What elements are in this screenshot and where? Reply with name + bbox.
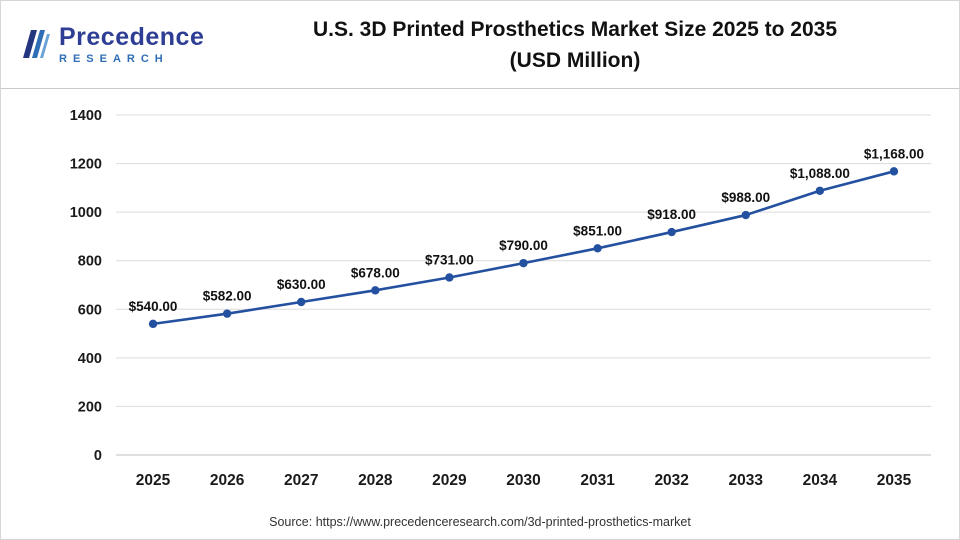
logo-name: Precedence [59, 22, 205, 51]
x-axis-tick-label: 2027 [284, 472, 318, 489]
chart-title: U.S. 3D Printed Prosthetics Market Size … [221, 14, 959, 76]
data-point [222, 309, 232, 318]
x-axis-tick-label: 2030 [506, 472, 540, 489]
data-point-label: $678.00 [351, 265, 400, 280]
chart-title-line1: U.S. 3D Printed Prosthetics Market Size … [312, 17, 838, 41]
data-point-label: $988.00 [721, 190, 770, 205]
x-axis-tick-label: 2031 [580, 472, 615, 489]
x-axis-tick-label: 2028 [358, 472, 393, 489]
y-axis-tick-label: 800 [78, 254, 102, 270]
data-point [371, 286, 380, 295]
header: Precedence RESEARCH U.S. 3D Printed Pros… [1, 1, 959, 89]
data-point [593, 244, 602, 253]
data-point-label: $731.00 [425, 252, 474, 267]
data-point-label: $1,088.00 [790, 166, 850, 181]
data-point-label: $918.00 [647, 207, 696, 222]
source-text: Source: https://www.precedenceresearch.c… [269, 515, 691, 529]
data-point [519, 258, 528, 268]
y-axis-tick-label: 600 [78, 302, 102, 318]
data-point-label: $1,168.00 [864, 146, 924, 161]
data-point-label: $540.00 [129, 299, 178, 314]
data-point-label: $790.00 [499, 238, 548, 253]
data-point [148, 319, 158, 329]
x-axis-tick-label: 2029 [432, 472, 467, 489]
precedence-logo-icon [23, 29, 50, 58]
y-axis-tick-label: 1000 [70, 205, 102, 221]
y-axis-tick-label: 200 [78, 399, 102, 415]
data-point-label: $582.00 [203, 289, 252, 304]
line-chart-svg: 0 200 400 600 800 1000 1200 1400 2025 2026 2027 202… [70, 108, 931, 489]
chart-title-line2: (USD Million) [509, 48, 641, 72]
y-axis-tick-label: 0 [94, 448, 102, 464]
data-point [815, 186, 825, 195]
x-axis-tick-label: 2035 [877, 472, 912, 489]
data-point [445, 273, 454, 282]
data-point [667, 227, 676, 237]
x-axis-tick-label: 2033 [729, 472, 764, 489]
x-axis-tick-label: 2034 [803, 472, 838, 489]
data-point [297, 297, 306, 307]
data-point [889, 167, 899, 176]
x-axis-tick-label: 2026 [210, 472, 245, 489]
precedence-logo-text: Precedence RESEARCH [59, 22, 205, 65]
x-axis-tick-label: 2032 [654, 472, 688, 489]
chart-area: 0 200 400 600 800 1000 1200 1400 2025 2026 2027 202… [1, 89, 959, 507]
data-point-label: $630.00 [277, 277, 326, 292]
logo-subtitle: RESEARCH [59, 52, 169, 65]
y-axis-tick-label: 1200 [70, 157, 102, 173]
data-point [741, 210, 750, 220]
y-axis-tick-label: 1400 [70, 108, 102, 124]
data-point-label: $851.00 [573, 223, 622, 238]
y-axis-tick-label: 400 [78, 351, 102, 367]
precedence-logo: Precedence RESEARCH [1, 22, 221, 65]
x-axis-tick-label: 2025 [136, 472, 171, 489]
